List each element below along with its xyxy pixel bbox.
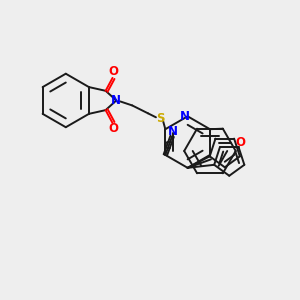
Text: N: N: [180, 110, 190, 123]
Text: O: O: [109, 65, 118, 79]
Text: S: S: [156, 112, 164, 125]
Text: O: O: [236, 136, 246, 148]
Text: N: N: [111, 94, 121, 107]
Text: O: O: [109, 122, 118, 135]
Text: C: C: [164, 141, 171, 151]
Text: N: N: [168, 125, 178, 138]
